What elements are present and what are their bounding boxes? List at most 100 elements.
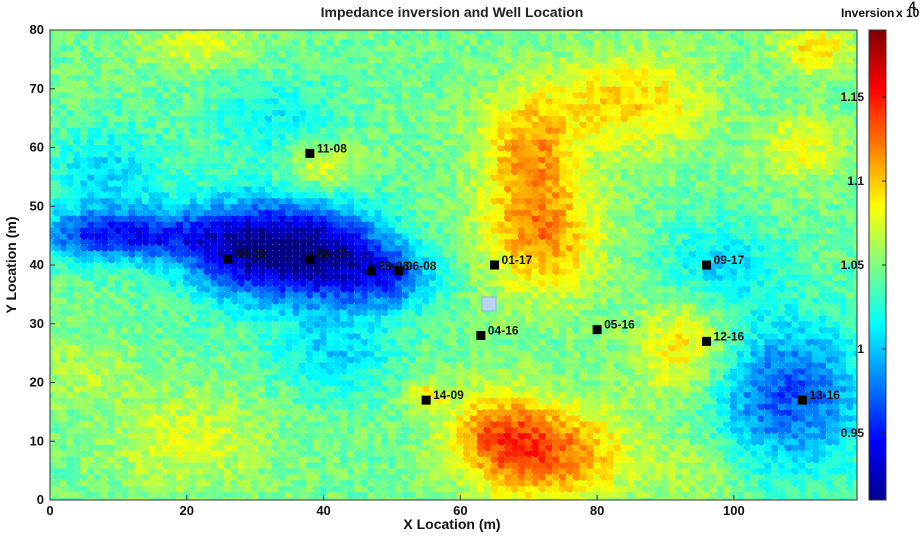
heat-cell [107,489,116,499]
heat-cell [168,472,178,481]
heat-cell [298,472,308,481]
heat-cell [189,466,198,475]
heat-cell [586,466,595,475]
heat-cell [223,489,233,499]
heat-cell [435,489,445,499]
heat-cell [757,484,766,493]
heat-cell [285,478,294,487]
heat-cell [818,489,828,499]
heat-cell [674,472,684,481]
heat-cell [681,472,691,481]
heat-cell [162,489,171,499]
heat-cell [503,472,513,481]
heat-cell [285,466,294,475]
heat-cell [640,489,650,499]
heat-cell [141,484,150,493]
heat-cell [408,489,417,499]
heat-cell [538,466,547,475]
heat-cell [257,478,267,487]
heat-cell [702,478,711,487]
heat-cell [517,489,527,499]
heat-cell [483,484,492,493]
heat-cell [654,466,663,475]
heat-cell [346,478,356,487]
heat-cell [743,478,752,487]
heat-cell [592,478,602,487]
heat-cell [586,478,595,487]
heat-cell [845,478,855,487]
heat-cell [353,489,362,499]
heat-cell [196,466,205,475]
heat-cell [640,472,650,481]
heat-cell [428,472,438,481]
heat-cell [298,466,308,475]
heat-cell [66,466,75,475]
heat-cell [367,472,376,481]
heat-cell [114,472,123,481]
heat-cell [250,472,260,481]
heat-cell [825,478,834,487]
heat-cell [244,478,253,487]
heat-cell [333,478,342,487]
heat-cell [551,472,561,481]
heat-cell [93,478,103,487]
heat-cell [777,466,787,475]
heat-cell [59,466,68,475]
heat-cell [579,489,588,499]
heat-cell [736,489,745,499]
heat-cell [538,472,547,481]
heat-cell [647,484,657,493]
heat-cell [599,472,609,481]
heat-cell [483,472,492,481]
heat-cell [558,489,568,499]
heat-cell [196,478,205,487]
heat-cell [52,472,62,481]
heat-cell [750,489,759,499]
heat-cell [79,484,89,493]
heat-cell [497,472,506,481]
heat-cell [209,484,219,493]
heat-cell [661,489,670,499]
heat-cell [476,466,486,475]
heatmap-cells [50,30,857,500]
heat-cell [298,484,308,493]
heat-cell [93,472,103,481]
heat-cell [250,484,260,493]
heat-cell [565,484,574,493]
heat-cell [326,478,335,487]
heat-cell [237,478,246,487]
heat-cell [743,466,752,475]
heat-cell [661,478,670,487]
heat-cell [613,478,622,487]
heat-cell [627,472,636,481]
heat-cell [558,484,568,493]
heat-cell [380,472,390,481]
heat-cell [839,484,848,493]
heat-cell [517,472,527,481]
heat-cell [408,478,417,487]
heat-cell [380,478,390,487]
heat-cell [428,478,438,487]
heat-cell [545,466,554,475]
heat-cell [319,466,328,475]
heat-cell [770,478,780,487]
heat-cell [52,484,62,493]
heat-cell [825,489,834,499]
heat-cell [380,489,390,499]
heat-cell [818,484,828,493]
heat-cell [168,489,178,499]
heat-cell [770,484,780,493]
heat-cell [244,466,253,475]
heat-cell [524,478,533,487]
heat-cell [100,484,109,493]
heat-cell [196,484,205,493]
heat-cell [73,472,82,481]
heat-cell [695,484,704,493]
heat-cell [86,484,96,493]
heat-cell [100,478,109,487]
heat-cell [811,466,821,475]
heat-cell [107,466,116,475]
heat-cell [367,466,376,475]
heat-cell [408,466,417,475]
heat-cell [223,484,233,493]
